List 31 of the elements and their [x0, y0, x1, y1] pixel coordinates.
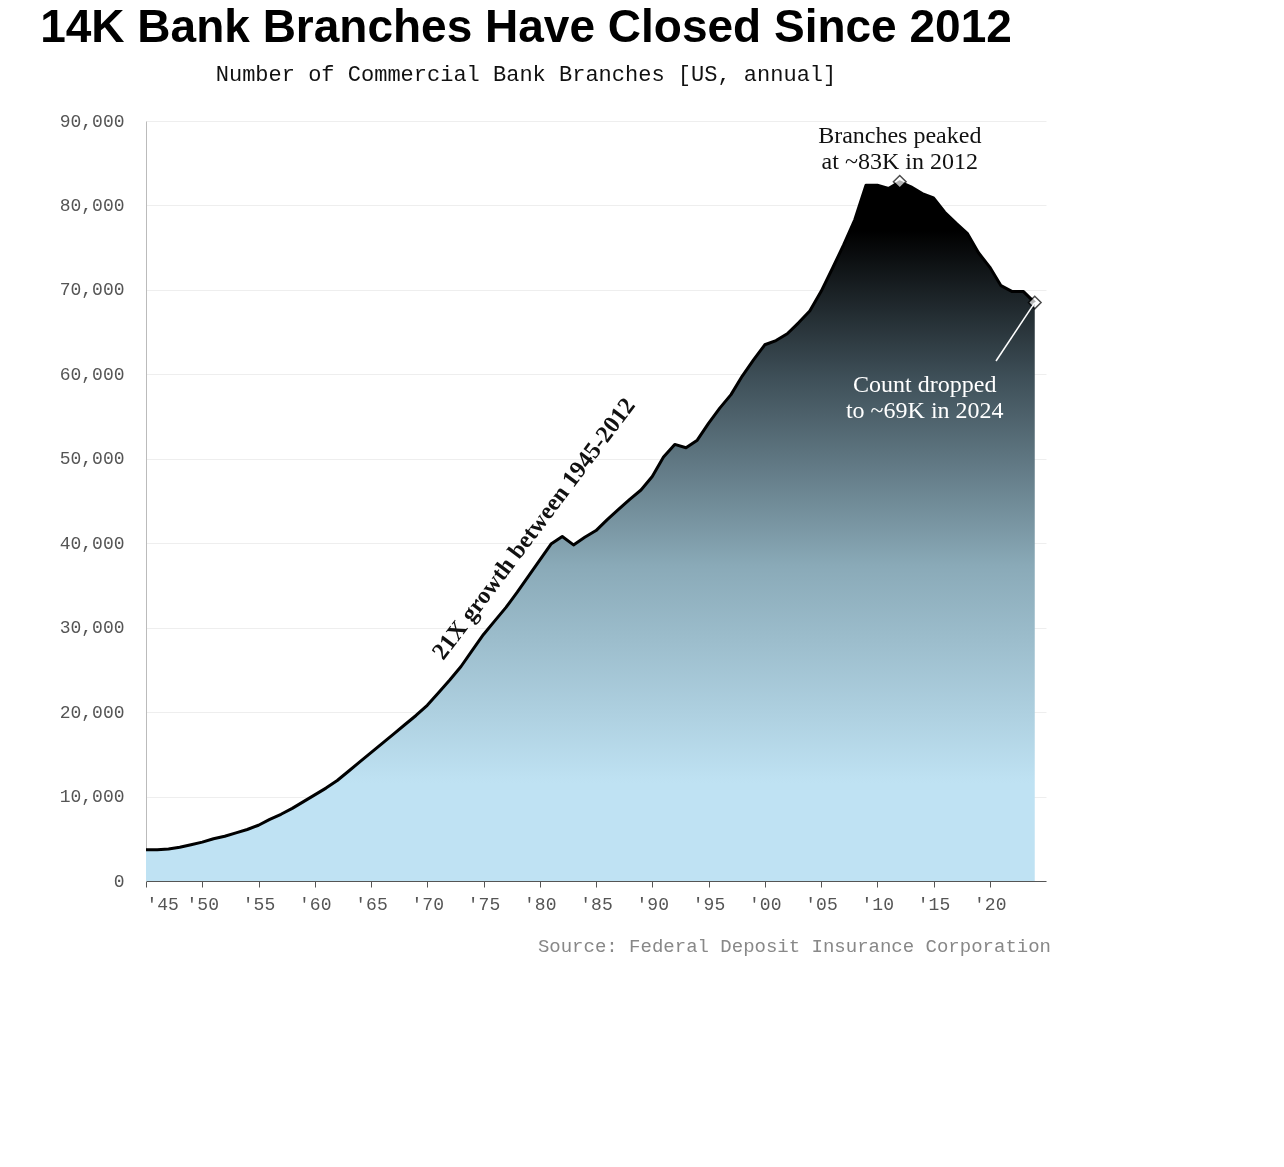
x-tick-label: '20 [974, 894, 1007, 915]
x-tick-label: '15 [917, 894, 951, 915]
x-tick-label: '65 [355, 894, 388, 915]
y-tick-label: 80,000 [59, 195, 125, 216]
y-tick-label: 40,000 [59, 533, 125, 554]
y-tick-label: 60,000 [59, 364, 125, 385]
chart-subtitle: Number of Commercial Bank Branches [US, annual] [215, 63, 837, 88]
annotation: Branches peaked at ~83K in 2012 [818, 121, 982, 174]
x-tick-label: '95 [692, 894, 726, 915]
y-tick-label: 90,000 [59, 111, 125, 132]
x-tick-label: '45 [146, 894, 179, 915]
x-tick-label: '60 [299, 894, 332, 915]
y-tick-label: 10,000 [59, 787, 125, 808]
y-tick-label: 0 [113, 871, 125, 892]
x-tick-label: '75 [467, 894, 501, 915]
x-tick-label: '80 [524, 894, 557, 915]
x-tick-label: '85 [580, 894, 613, 915]
x-tick-label: '10 [861, 894, 894, 915]
y-tick-label: 70,000 [59, 280, 125, 301]
x-tick-label: '55 [242, 894, 276, 915]
y-tick-label: 50,000 [59, 449, 125, 470]
chart-title: 14K Bank Branches Have Closed Since 2012 [40, 0, 1012, 52]
y-tick-label: 30,000 [59, 618, 125, 639]
source-note: Source: Federal Deposit Insurance Corporation [537, 936, 1051, 958]
x-tick-label: '05 [805, 894, 838, 915]
x-tick-label: '90 [636, 894, 669, 915]
annotation: Count dropped to ~69K in 2024 [845, 370, 1004, 423]
x-tick-label: '00 [749, 894, 782, 915]
x-tick-label: '70 [411, 894, 444, 915]
y-tick-label: 20,000 [59, 702, 125, 723]
x-tick-label: '50 [186, 894, 219, 915]
